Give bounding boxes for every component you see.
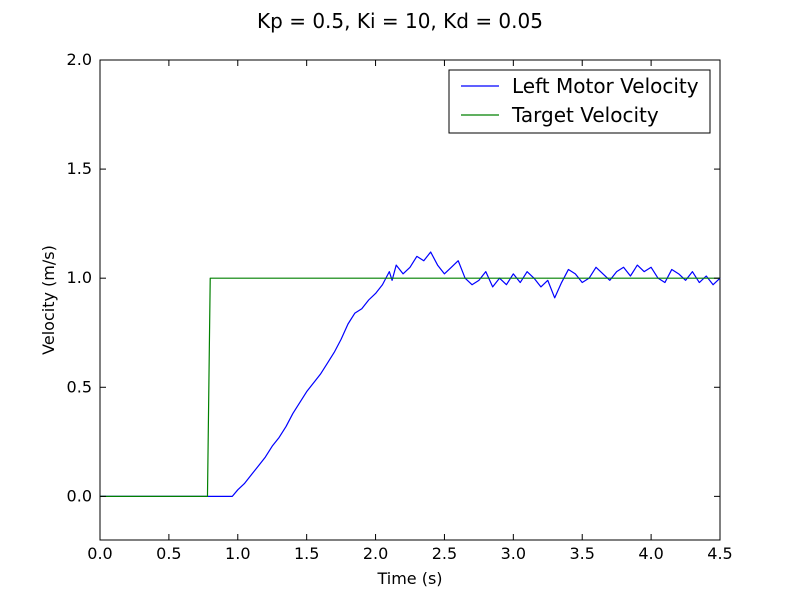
x-tick-label: 0.0 [87, 544, 112, 563]
y-axis-label: Velocity (m/s) [39, 245, 58, 355]
y-tick-label: 0.5 [67, 377, 92, 396]
x-axis-label: Time (s) [376, 569, 442, 588]
y-tick-label: 0.0 [67, 486, 92, 505]
legend-label: Target Velocity [511, 103, 659, 127]
x-tick-label: 0.5 [156, 544, 181, 563]
legend-box [448, 69, 711, 134]
legend-label: Left Motor Velocity [512, 74, 699, 98]
x-tick-label: 3.0 [501, 544, 526, 563]
plot-area [99, 59, 721, 541]
y-tick-label: 1.5 [67, 159, 92, 178]
x-tick-label: 4.0 [638, 544, 663, 563]
x-tick-label: 3.5 [569, 544, 594, 563]
y-axis: 0.0 0.5 1.0 1.5 2.0 [67, 50, 720, 505]
plot-frame [99, 59, 721, 541]
y-tick-label: 1.0 [67, 268, 92, 287]
x-tick-label: 2.0 [363, 544, 388, 563]
y-tick-label: 2.0 [67, 50, 92, 69]
x-tick-label: 1.0 [225, 544, 250, 563]
series-line-left-motor-velocity [100, 251, 721, 497]
series-layer [100, 251, 721, 497]
legend: Left Motor Velocity Target Velocity [448, 69, 711, 134]
x-tick-label: 1.5 [294, 544, 319, 563]
x-tick-label: 4.5 [707, 544, 732, 563]
series-line-target-velocity [100, 277, 720, 497]
chart-title: Kp = 0.5, Ki = 10, Kd = 0.05 [257, 9, 543, 33]
x-tick-label: 2.5 [432, 544, 457, 563]
x-axis: 0.0 0.5 1.0 1.5 2.0 2.5 3.0 3.5 4.0 4.5 [87, 60, 733, 563]
